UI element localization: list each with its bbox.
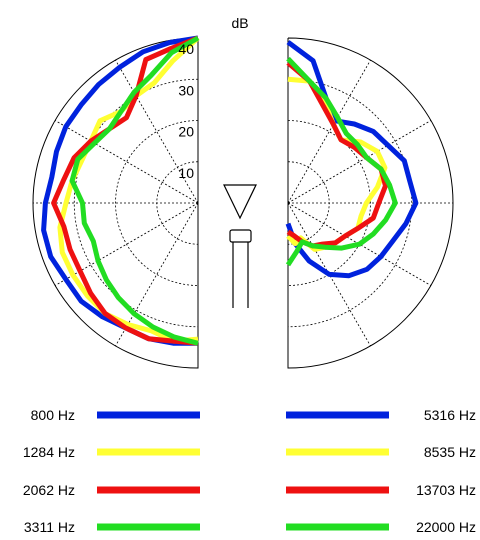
- speaker-microphone-icon: [223, 184, 257, 308]
- legend-label: 13703 Hz: [416, 482, 476, 498]
- radial-tick-label: 20: [178, 124, 194, 140]
- radial-tick-label: 10: [178, 165, 194, 181]
- grid-spoke: [287, 202, 432, 286]
- legend-label: 8535 Hz: [424, 444, 476, 460]
- grid-ring: [287, 120, 371, 286]
- series-line-1284-hz: [57, 36, 200, 344]
- series-line-22000-hz: [285, 56, 398, 267]
- legend-label: 3311 Hz: [24, 519, 75, 535]
- series-line-2062-hz: [51, 35, 199, 346]
- series-line-13703-hz: [286, 60, 388, 249]
- legend-label: 22000 Hz: [416, 519, 476, 535]
- legend-label: 5316 Hz: [424, 407, 476, 423]
- radial-tick-labels: 10 20 30 40: [178, 41, 194, 181]
- grid-spoke: [115, 202, 199, 347]
- series-line-5316-hz: [285, 40, 419, 279]
- grid-spoke: [287, 120, 432, 204]
- outer-boundary: [287, 37, 454, 369]
- radial-tick-label: 30: [178, 82, 194, 98]
- grid-spoke: [287, 202, 371, 347]
- grid-spoke: [54, 120, 199, 204]
- grid-spoke: [115, 59, 199, 204]
- legend-label: 800 Hz: [31, 407, 75, 423]
- grid-ring: [115, 120, 199, 286]
- left-polar-half: [32, 35, 200, 369]
- legend-label: 1284 Hz: [23, 444, 75, 460]
- series-line-8535-hz: [286, 76, 388, 252]
- right-polar-half: [285, 37, 454, 369]
- grid-spoke: [287, 59, 371, 204]
- unit-label: dB: [231, 15, 248, 31]
- radial-tick-label: 40: [178, 41, 194, 57]
- series-line-3311-hz: [69, 35, 200, 346]
- legend-label: 2062 Hz: [23, 482, 75, 498]
- outer-boundary: [32, 37, 199, 369]
- legend: 800 Hz 1284 Hz 2062 Hz 3311 Hz 5316 Hz 8535 H…: [23, 407, 476, 535]
